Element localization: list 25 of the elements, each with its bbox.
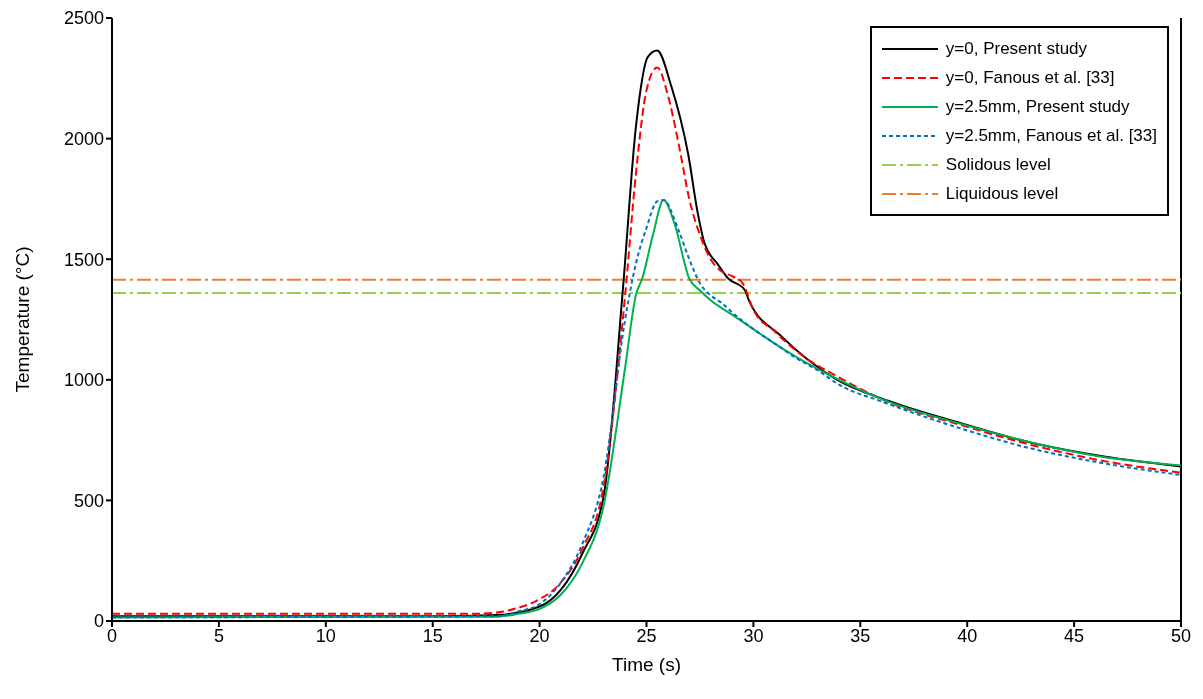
y-axis-title: Temperature (°C) bbox=[11, 246, 33, 393]
y-tick-label: 0 bbox=[93, 611, 104, 632]
x-tick-label: 30 bbox=[743, 625, 764, 646]
x-axis-title: Time (s) bbox=[612, 654, 681, 675]
legend-label: y=0, Fanous et al. [33] bbox=[945, 67, 1115, 88]
legend-label: y=2.5mm, Fanous et al. [33] bbox=[945, 125, 1157, 146]
legend-label: y=2.5mm, Present study bbox=[945, 96, 1130, 117]
legend-label: Solidous level bbox=[945, 154, 1051, 175]
x-tick-label: 20 bbox=[529, 625, 550, 646]
y-tick-label: 2500 bbox=[63, 8, 104, 29]
x-tick-label: 0 bbox=[106, 625, 118, 646]
y-tick-label: 500 bbox=[73, 490, 104, 511]
y-tick-label: 1000 bbox=[63, 370, 104, 391]
x-tick-label: 10 bbox=[315, 625, 336, 646]
y-tick-label: 1500 bbox=[63, 249, 104, 270]
x-tick-label: 40 bbox=[957, 625, 978, 646]
x-tick-label: 25 bbox=[636, 625, 657, 646]
x-tick-label: 35 bbox=[850, 625, 871, 646]
legend-label: Liquidous level bbox=[945, 183, 1059, 204]
y-tick-label: 2000 bbox=[63, 128, 104, 149]
legend-label: y=0, Present study bbox=[945, 38, 1088, 59]
x-tick-label: 50 bbox=[1170, 625, 1192, 646]
x-tick-label: 15 bbox=[422, 625, 443, 646]
x-tick-label: 45 bbox=[1064, 625, 1085, 646]
x-tick-label: 5 bbox=[213, 625, 224, 646]
